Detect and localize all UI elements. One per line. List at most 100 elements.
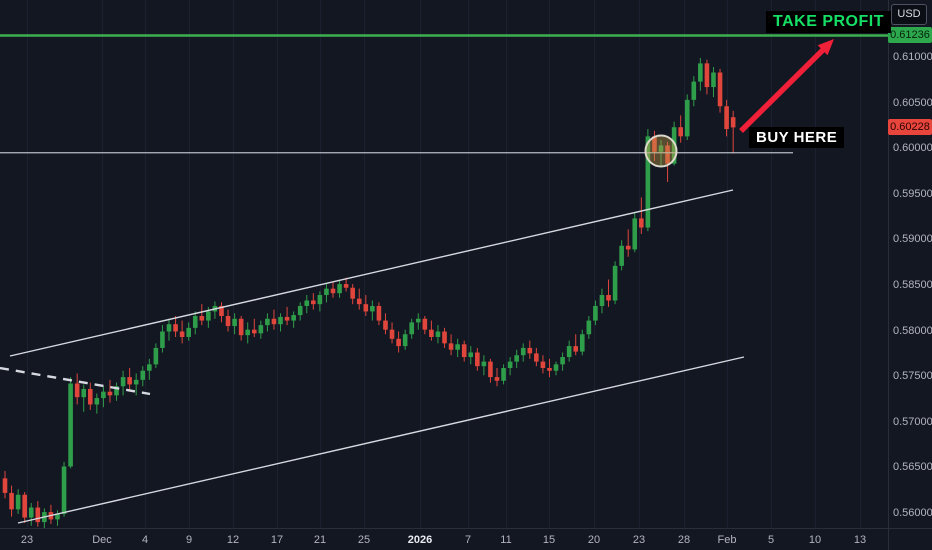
candle-body xyxy=(455,344,460,350)
candle-body xyxy=(337,284,342,294)
time-tick-label: 2026 xyxy=(407,534,433,546)
time-tick-label: 10 xyxy=(808,534,822,546)
time-tick-label: Feb xyxy=(717,534,737,546)
take-profit-label[interactable]: TAKE PROFIT xyxy=(766,11,891,33)
candle-body xyxy=(330,288,336,294)
time-tick-label: 5 xyxy=(767,534,775,546)
buy-arrow-head[interactable] xyxy=(817,39,834,56)
time-tick-label: 15 xyxy=(542,534,556,546)
candle-body xyxy=(494,377,500,381)
candle-body xyxy=(324,288,329,296)
candle-body xyxy=(383,320,388,330)
candle-body xyxy=(15,494,21,510)
candle-body xyxy=(206,311,211,321)
candle-body xyxy=(586,320,592,335)
price-tick-label: 0.57500 xyxy=(893,370,932,383)
candle-body xyxy=(271,318,277,325)
time-tick-label: 7 xyxy=(464,534,472,546)
time-tick-label: 9 xyxy=(185,534,193,546)
price-tick-label: 0.58000 xyxy=(893,324,932,337)
candle-body xyxy=(370,305,375,312)
time-tick-label: 23 xyxy=(20,534,34,546)
candle-body xyxy=(81,388,87,398)
candle-body xyxy=(232,318,237,327)
candle-body xyxy=(422,318,428,330)
candle-body xyxy=(376,305,382,321)
candle-body xyxy=(87,388,93,405)
time-tick-label: 25 xyxy=(357,534,371,546)
time-axis-separator xyxy=(0,528,932,529)
time-tick-label: 12 xyxy=(226,534,240,546)
candle-body xyxy=(153,347,159,365)
price-tick-label: 0.57000 xyxy=(893,415,932,428)
candle-body xyxy=(678,127,683,137)
last-price-badge: 0.60228 xyxy=(888,119,932,136)
price-tick-label: 0.56000 xyxy=(893,507,932,519)
candle-body xyxy=(356,298,362,305)
candle-body xyxy=(566,346,572,358)
buy-arrow-shaft[interactable] xyxy=(739,43,830,133)
candle-body xyxy=(665,145,670,164)
candle-body xyxy=(579,334,585,352)
candle-body xyxy=(671,127,677,164)
candle-body xyxy=(35,507,41,523)
candle-body xyxy=(311,300,316,305)
price-tick-label: 0.58500 xyxy=(893,279,932,291)
time-tick-label: 11 xyxy=(500,534,512,546)
candle-body xyxy=(265,318,270,326)
candle-body xyxy=(28,507,34,518)
candle-body xyxy=(127,377,132,385)
buy-here-label[interactable]: BUY HERE xyxy=(749,127,845,148)
chart-pane[interactable] xyxy=(0,0,889,529)
candle-body xyxy=(219,305,224,317)
candle-body xyxy=(468,352,474,358)
candle-body xyxy=(514,355,519,362)
candle-body xyxy=(435,331,441,337)
candle-body xyxy=(258,325,264,334)
candle-body xyxy=(179,331,185,337)
candle-body xyxy=(481,361,487,367)
time-tick-label: 21 xyxy=(313,534,327,546)
candle-body xyxy=(291,315,296,321)
candle-body xyxy=(724,106,729,130)
candle-body xyxy=(402,334,408,347)
candle-body xyxy=(166,324,172,332)
candle-body xyxy=(540,361,546,368)
candle-body xyxy=(22,494,27,518)
candle-body xyxy=(74,383,80,398)
price-tick-label: 0.61000 xyxy=(893,51,932,63)
candle-body xyxy=(186,327,191,337)
candle-body xyxy=(573,346,579,352)
price-tick-label: 0.60000 xyxy=(893,142,932,155)
candle-body xyxy=(429,329,434,337)
candle-body xyxy=(55,513,60,520)
candle-body xyxy=(225,316,231,327)
candle-body xyxy=(297,305,303,316)
candle-body xyxy=(350,287,355,299)
candle-body xyxy=(140,370,146,380)
candle-body xyxy=(415,318,421,323)
candle-body xyxy=(501,367,506,381)
price-tick-label: 0.59000 xyxy=(893,233,932,246)
candle-body xyxy=(652,136,657,152)
candle-body xyxy=(133,379,139,385)
candle-body xyxy=(2,478,8,493)
entry-circle[interactable] xyxy=(644,134,678,168)
candle-body xyxy=(278,316,283,325)
price-axis-separator xyxy=(888,0,889,550)
candle-body xyxy=(448,343,454,350)
candle-body xyxy=(173,324,178,332)
trendline-lower[interactable] xyxy=(17,356,745,524)
candle-body xyxy=(160,331,165,348)
candle-body xyxy=(442,331,447,344)
price-scale[interactable] xyxy=(889,0,932,528)
candle-body xyxy=(304,300,310,306)
candle-body xyxy=(691,81,697,100)
time-tick-label: 23 xyxy=(632,534,646,546)
trendline-upper[interactable] xyxy=(9,189,734,357)
candle-body xyxy=(507,361,513,368)
currency-toggle-button[interactable]: USD xyxy=(891,4,927,25)
candle-body xyxy=(199,316,205,321)
